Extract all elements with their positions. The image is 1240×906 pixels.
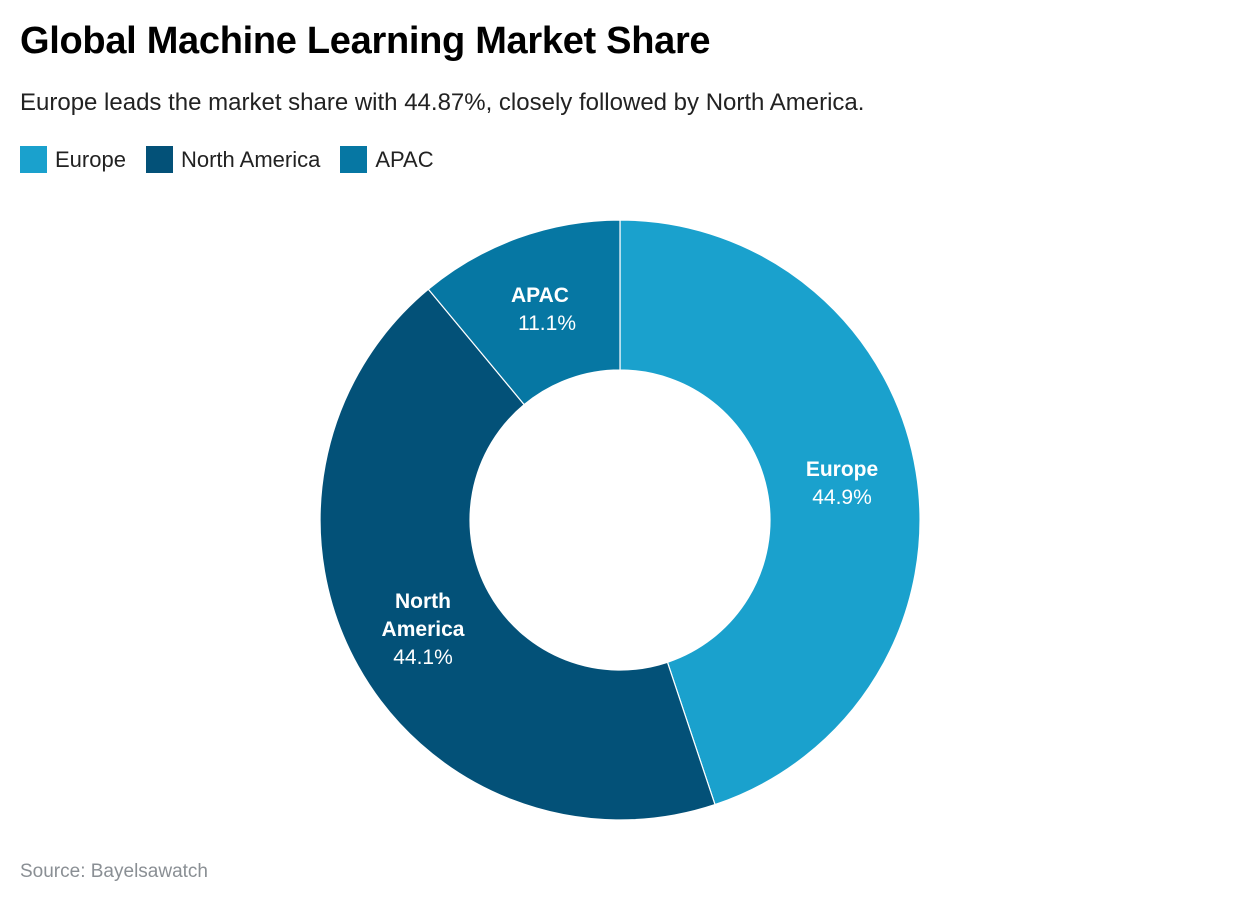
slice-north-america — [319, 288, 716, 821]
chart-title: Global Machine Learning Market Share — [20, 20, 711, 62]
slice-value: 44.1% — [393, 646, 453, 669]
legend-label: Europe — [55, 146, 126, 172]
legend-swatch-apac — [340, 146, 368, 173]
source-note: Source: Bayelsawatch — [20, 861, 208, 882]
legend-label: APAC — [375, 146, 434, 172]
legend-swatch-north-america — [145, 146, 173, 173]
legend-swatch-europe — [20, 146, 47, 173]
slice-value: 44.9% — [812, 486, 872, 509]
legend-item-europe: Europe — [20, 146, 126, 173]
slice-label-north-america: North America 44.1% — [353, 588, 493, 672]
legend-label: North America — [180, 146, 321, 172]
slice-name: APAC — [511, 284, 569, 307]
chart-legend: Europe North America APAC — [20, 146, 454, 173]
slice-name: Europe — [805, 458, 879, 481]
slice-europe — [619, 219, 921, 806]
legend-item-apac: APAC — [340, 146, 434, 173]
slice-label-apac: APAC 11.1% — [504, 282, 576, 338]
legend-item-north-america: North America — [145, 146, 321, 173]
slice-label-europe: Europe 44.9% — [806, 456, 878, 512]
chart-subtitle: Europe leads the market share with 44.87… — [20, 89, 865, 116]
slice-name: North America — [381, 590, 465, 641]
slice-value: 11.1% — [518, 312, 576, 335]
slice-apac — [427, 219, 621, 406]
